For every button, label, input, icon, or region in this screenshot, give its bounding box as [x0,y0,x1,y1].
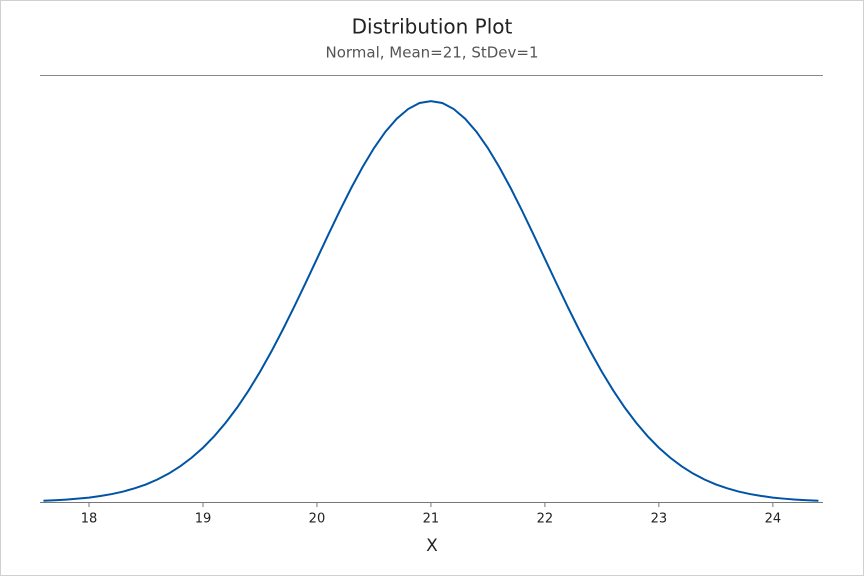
x-axis-label: X [426,536,438,556]
density-curve [43,100,819,502]
x-tick-label: 19 [195,512,212,527]
x-tick-label: 24 [765,512,782,527]
x-tick-label: 23 [651,512,668,527]
chart-subtitle: Normal, Mean=21, StDev=1 [325,44,538,62]
x-tick-label: 20 [309,512,326,527]
x-tick-label: 21 [423,512,440,527]
x-tick-label: 22 [537,512,554,527]
x-tick-label: 18 [81,512,98,527]
chart-title: Distribution Plot [352,15,513,39]
